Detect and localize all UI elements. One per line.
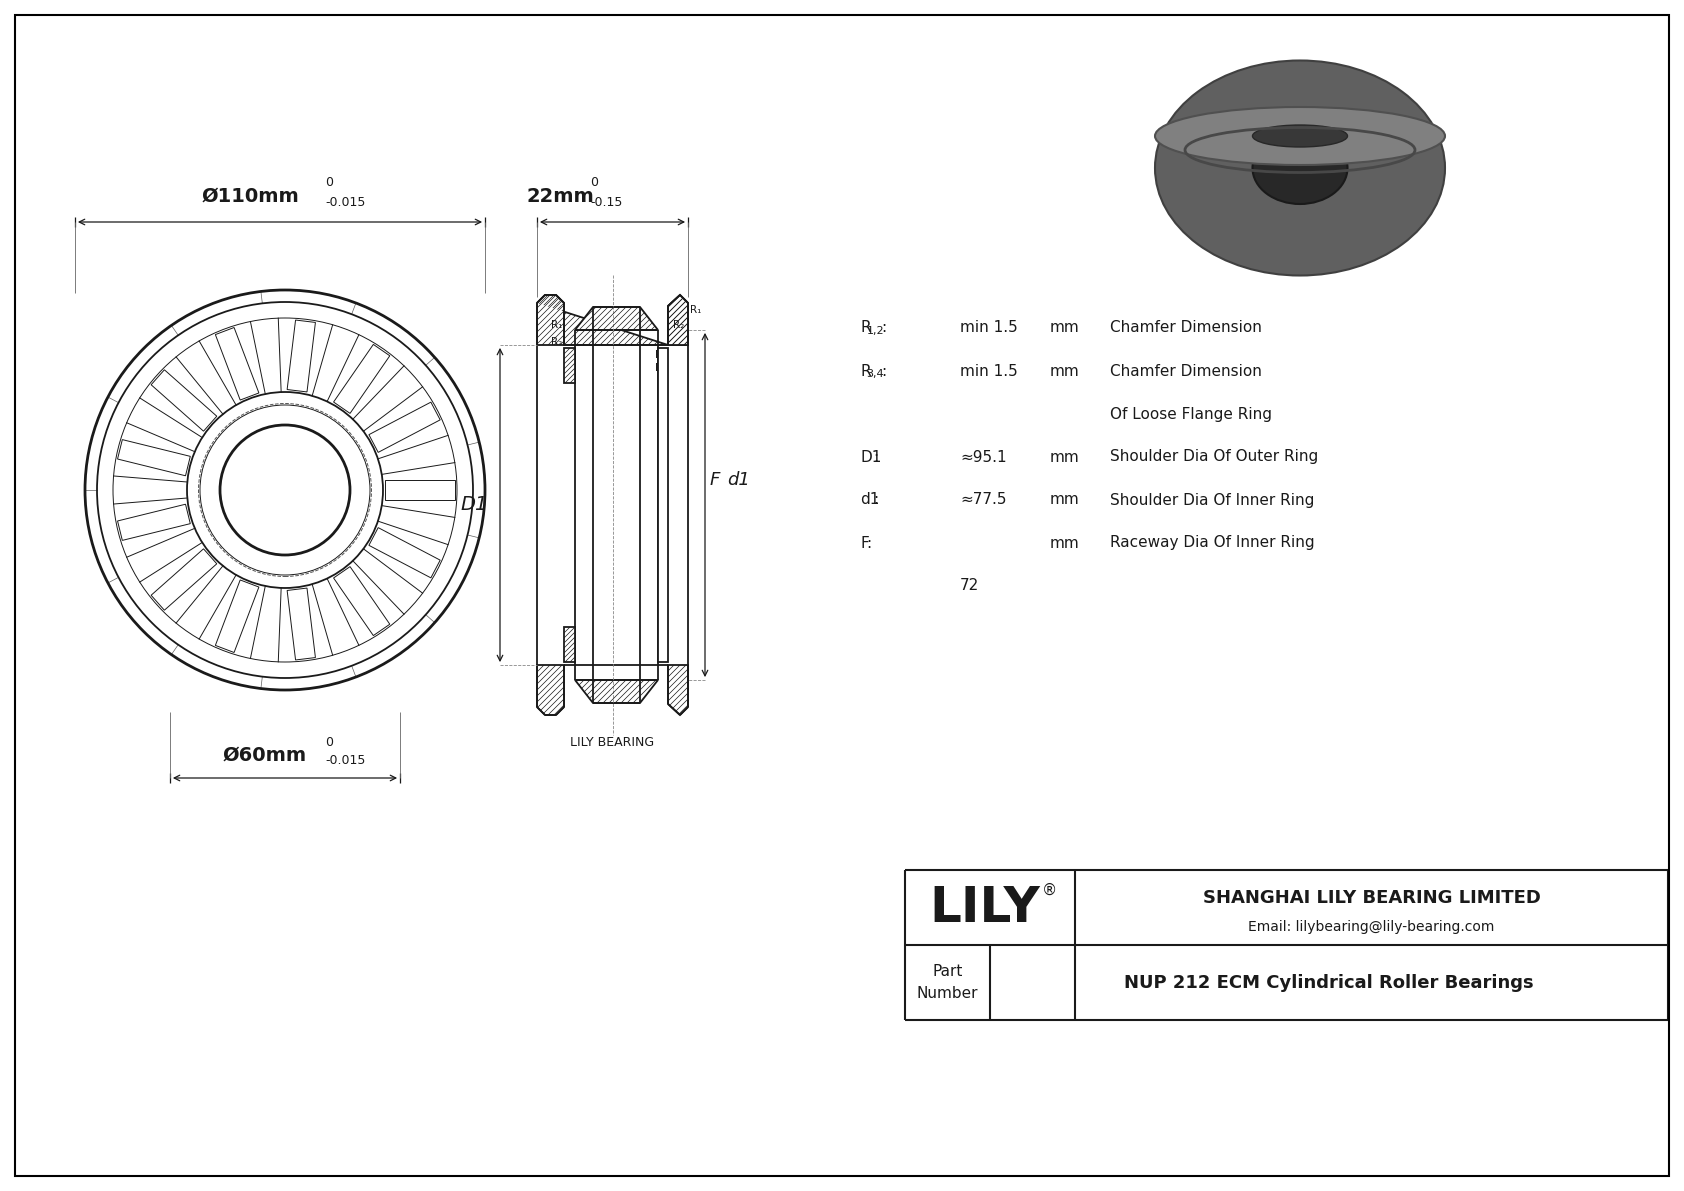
Text: LILY: LILY [930,884,1041,931]
Text: Of Loose Flange Ring: Of Loose Flange Ring [1110,406,1271,422]
Ellipse shape [1253,125,1347,146]
Text: mm: mm [1051,493,1079,507]
Text: mm: mm [1051,320,1079,336]
Text: R₂: R₂ [672,320,684,330]
Polygon shape [669,295,689,345]
Ellipse shape [1155,61,1445,275]
Text: mm: mm [1051,449,1079,464]
Text: -0.015: -0.015 [325,195,365,208]
Text: -0.15: -0.15 [589,195,623,208]
Text: NUP 212 ECM Cylindrical Roller Bearings: NUP 212 ECM Cylindrical Roller Bearings [1125,973,1534,991]
Text: Shoulder Dia Of Outer Ring: Shoulder Dia Of Outer Ring [1110,449,1319,464]
Text: d1: d1 [861,493,879,507]
Text: mm: mm [1051,363,1079,379]
Polygon shape [537,665,564,715]
Text: :: : [872,449,877,464]
Text: R: R [861,363,871,379]
Polygon shape [216,328,259,400]
Text: ≈95.1: ≈95.1 [960,449,1007,464]
Text: Shoulder Dia Of Inner Ring: Shoulder Dia Of Inner Ring [1110,493,1315,507]
Text: ≈77.5: ≈77.5 [960,493,1007,507]
Text: ®: ® [1042,883,1058,898]
Ellipse shape [1253,132,1347,204]
Polygon shape [333,344,389,413]
Text: Part
Number: Part Number [916,965,978,1000]
Text: min 1.5: min 1.5 [960,363,1017,379]
Text: Raceway Dia Of Inner Ring: Raceway Dia Of Inner Ring [1110,536,1315,550]
Text: D1: D1 [461,495,488,515]
Text: R₂: R₂ [551,337,562,347]
Text: Chamfer Dimension: Chamfer Dimension [1110,363,1261,379]
Text: :: : [881,320,886,336]
Polygon shape [216,580,259,653]
Text: Ø110mm: Ø110mm [200,187,298,206]
Text: :: : [881,363,886,379]
Text: R₃: R₃ [655,350,665,360]
Text: min 1.5: min 1.5 [960,320,1017,336]
Text: 72: 72 [960,579,980,593]
Text: R₄: R₄ [655,363,665,373]
Polygon shape [152,549,217,610]
Text: F: F [711,470,721,490]
Text: 22mm: 22mm [527,187,594,206]
Polygon shape [118,504,190,541]
Text: SHANGHAI LILY BEARING LIMITED: SHANGHAI LILY BEARING LIMITED [1202,888,1541,908]
Text: mm: mm [1051,536,1079,550]
Polygon shape [669,665,689,715]
Text: :: : [867,536,872,550]
Text: Email: lilybearing@lily-bearing.com: Email: lilybearing@lily-bearing.com [1248,919,1495,934]
Text: Ø60mm: Ø60mm [222,746,306,765]
Polygon shape [386,480,455,500]
Text: 0: 0 [589,176,598,189]
Text: 0: 0 [325,736,333,748]
Polygon shape [118,439,190,475]
Text: F: F [861,536,869,550]
Text: d1: d1 [727,470,749,490]
Ellipse shape [1155,107,1445,166]
Text: :: : [872,493,877,507]
Text: D1: D1 [861,449,881,464]
Text: 3,4: 3,4 [867,369,884,379]
Polygon shape [564,626,574,662]
Text: LILY BEARING: LILY BEARING [571,736,655,749]
Polygon shape [564,348,574,384]
Text: R₁: R₁ [551,320,562,330]
Text: 1,2: 1,2 [867,326,884,336]
Polygon shape [288,588,315,660]
Polygon shape [288,320,315,392]
Text: R: R [861,320,871,336]
Polygon shape [574,680,658,703]
Text: R₁: R₁ [690,305,701,314]
Polygon shape [333,567,389,636]
Polygon shape [537,295,689,345]
Text: 0: 0 [325,176,333,189]
Polygon shape [574,307,658,330]
Text: Chamfer Dimension: Chamfer Dimension [1110,320,1261,336]
Text: -0.015: -0.015 [325,754,365,767]
Polygon shape [537,295,564,345]
Bar [658,348,669,662]
Polygon shape [369,403,440,453]
Polygon shape [152,369,217,431]
Polygon shape [369,528,440,578]
